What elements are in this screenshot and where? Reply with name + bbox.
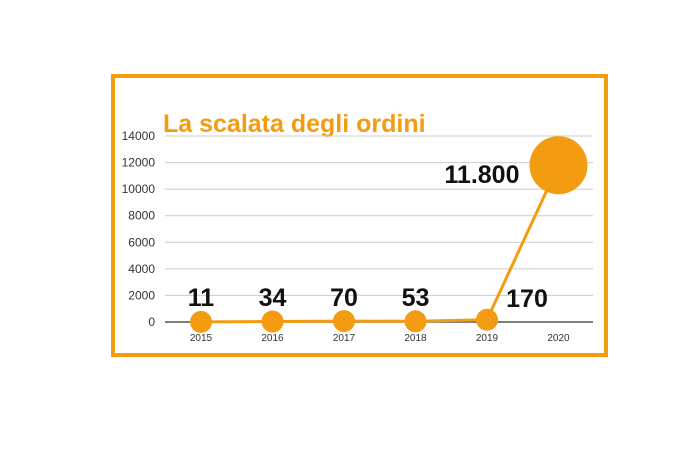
- data-point-2019: [476, 308, 498, 331]
- data-point-2015: [190, 310, 212, 333]
- x-tick-label: 2018: [404, 333, 427, 344]
- data-label-2019: 170: [506, 285, 548, 313]
- x-tick-label: 2020: [547, 333, 570, 344]
- y-tick-label: 12000: [122, 156, 156, 170]
- data-point-2018: [404, 310, 427, 333]
- y-tick-label: 6000: [128, 235, 155, 249]
- data-point-2016: [261, 310, 284, 333]
- x-tick-label: 2015: [190, 333, 213, 344]
- data-points: [190, 136, 588, 333]
- x-tick-label: 2019: [476, 333, 499, 344]
- data-labels: 11 34 70 53 170 11.800: [188, 161, 548, 313]
- y-axis-ticks: 0 2000 4000 6000 8000 10000 12000 14000: [122, 129, 156, 329]
- x-tick-label: 2016: [261, 333, 284, 344]
- y-tick-label: 10000: [122, 182, 156, 196]
- data-label-2016: 34: [259, 284, 287, 312]
- x-axis-ticks: 2015 2016 2017 2018 2019 2020: [190, 333, 570, 344]
- series-line: [200, 164, 560, 324]
- data-label-2020: 11.800: [444, 161, 519, 189]
- y-tick-label: 0: [148, 315, 155, 329]
- data-label-2018: 53: [402, 284, 430, 312]
- grid-lines: [165, 135, 593, 296]
- chart-title: La scalata degli ordini: [163, 110, 426, 138]
- x-tick-label: 2017: [333, 333, 356, 344]
- y-tick-label: 4000: [128, 262, 155, 276]
- y-tick-label: 8000: [128, 209, 155, 223]
- data-point-2020: [529, 136, 588, 195]
- y-tick-label: 14000: [122, 129, 156, 143]
- data-label-2017: 70: [330, 284, 358, 312]
- data-label-2015: 11: [188, 284, 215, 312]
- data-point-2017: [333, 310, 355, 333]
- y-tick-label: 2000: [128, 288, 155, 302]
